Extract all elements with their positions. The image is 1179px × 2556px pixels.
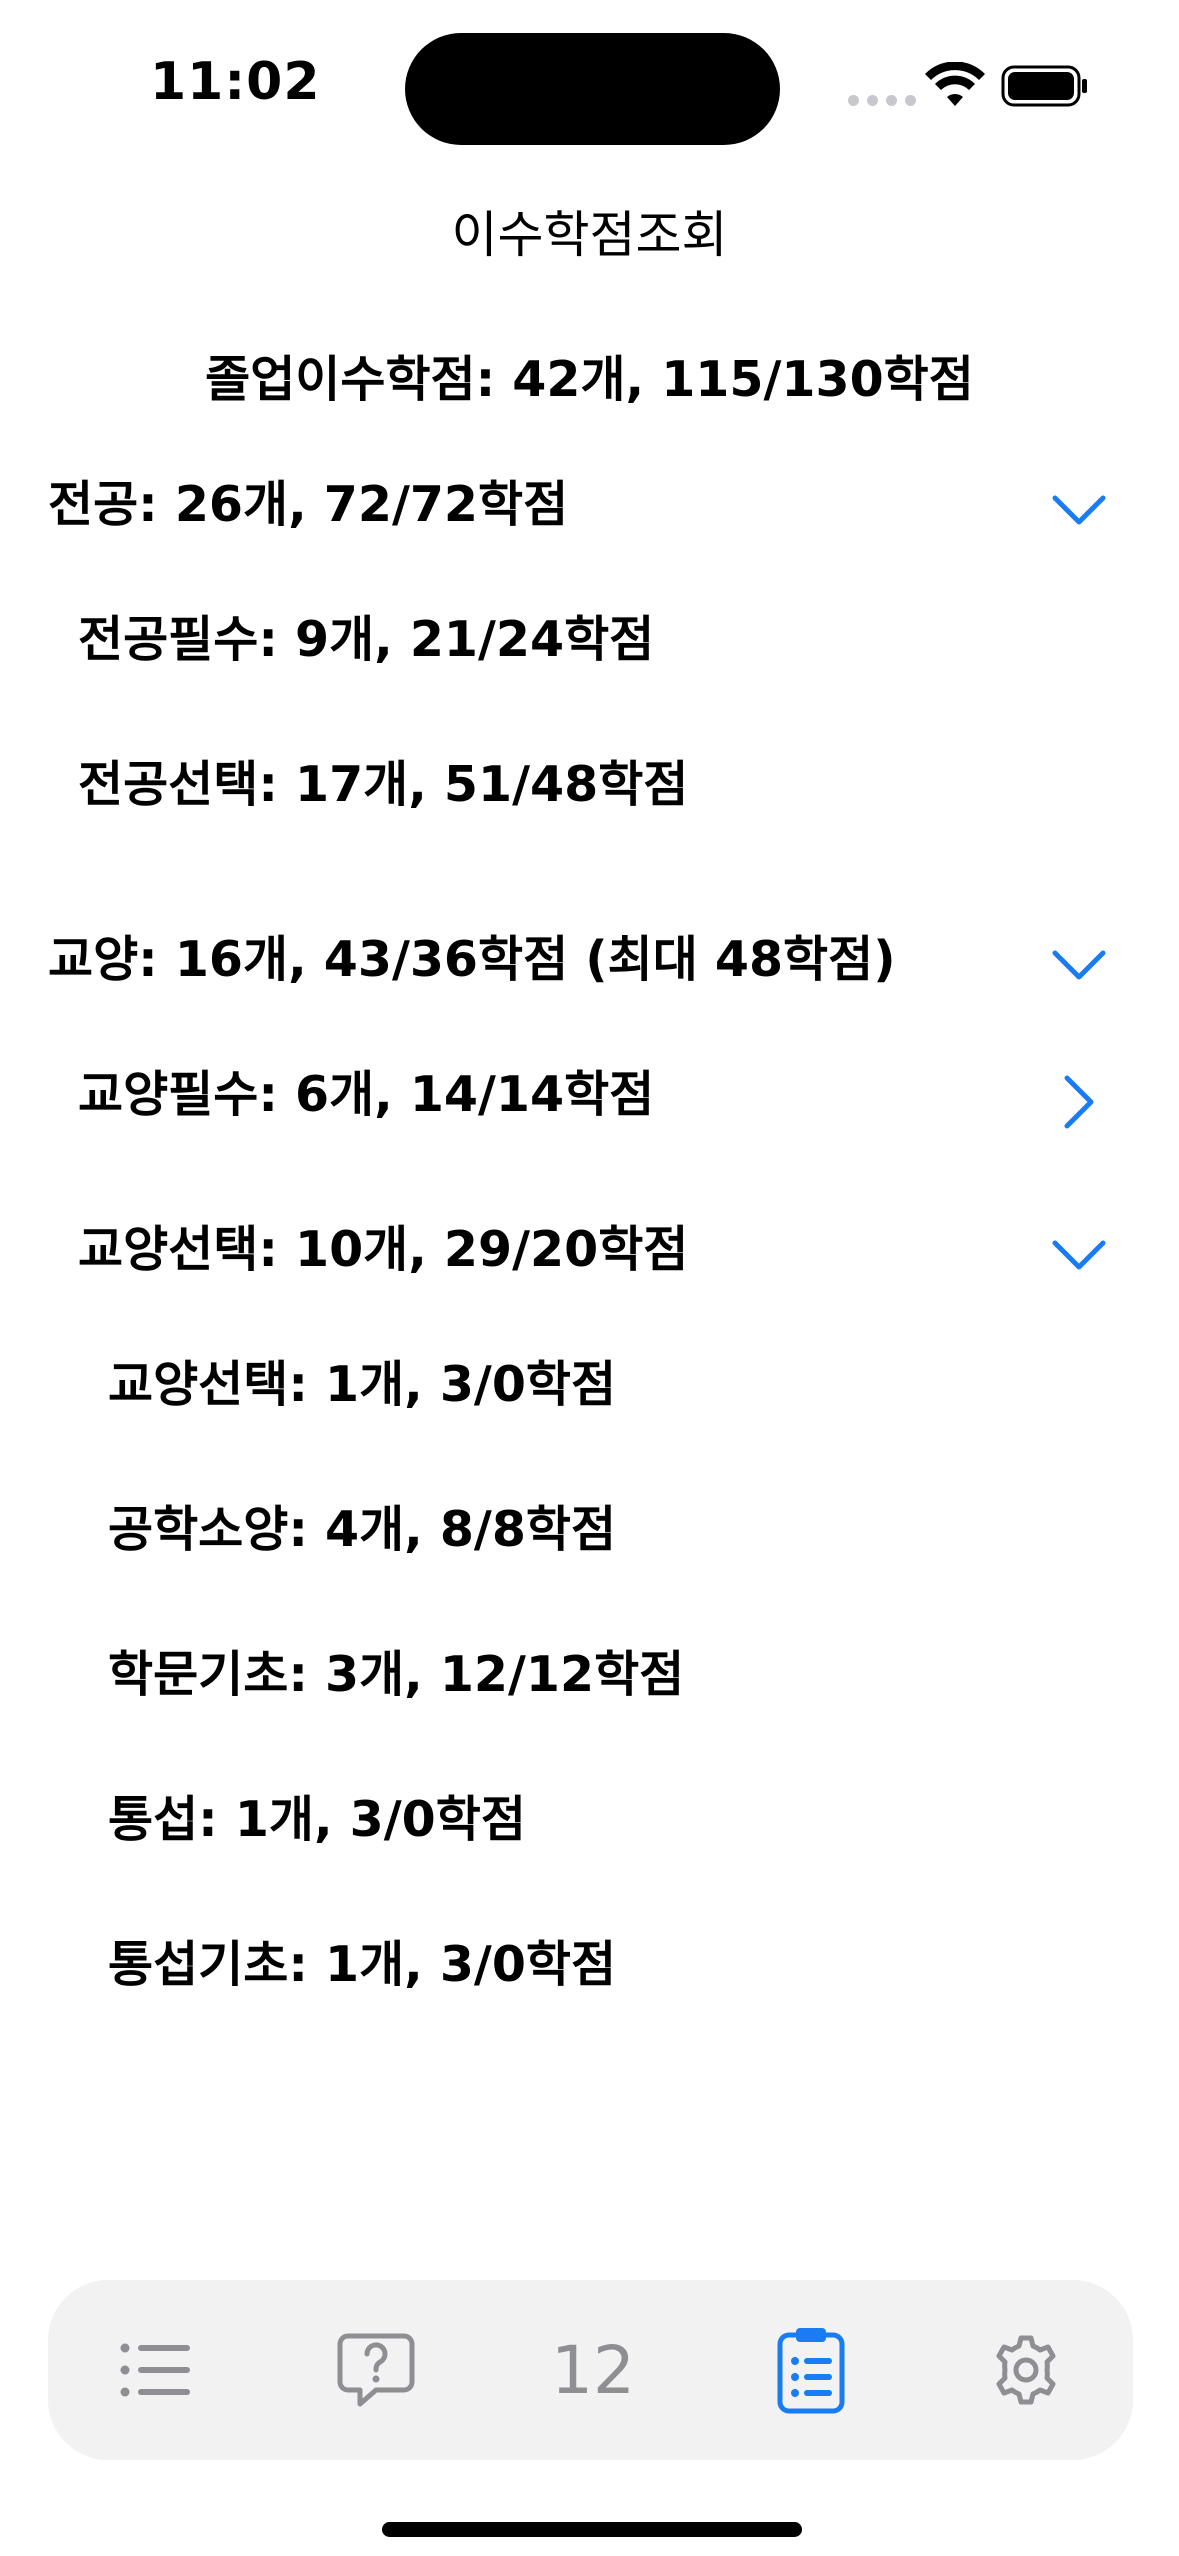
wifi-icon [925, 62, 985, 106]
list-item-engineering-literacy: 공학소양: 4개, 8/8학점 [108, 1501, 617, 1558]
subsection-liberal-elective[interactable]: 교양선택: 10개, 29/20학점 [78, 1221, 689, 1278]
section-major[interactable]: 전공: 26개, 72/72학점 [48, 476, 569, 533]
tab-credits[interactable] [741, 2280, 881, 2460]
page-title: 이수학점조회 [451, 206, 728, 264]
chevron-down-icon[interactable] [1049, 1225, 1109, 1285]
list-item-convergence: 통섭: 1개, 3/0학점 [108, 1791, 526, 1848]
tab-bar: 12 [48, 2280, 1133, 2460]
clipboard-list-icon [777, 2328, 845, 2414]
chevron-down-icon[interactable] [1049, 935, 1109, 995]
graduation-credit-summary: 졸업이수학점: 42개, 115/130학점 [205, 351, 974, 408]
tab-questions[interactable] [306, 2280, 446, 2460]
list-icon [120, 2343, 190, 2397]
home-indicator [382, 2522, 802, 2537]
list-item-major-elective: 전공선택: 17개, 51/48학점 [78, 756, 689, 813]
section-liberal[interactable]: 교양: 16개, 43/36학점 (최대 48학점) [48, 931, 896, 988]
list-item-elective-general: 교양선택: 1개, 3/0학점 [108, 1356, 617, 1413]
dynamic-island [405, 33, 780, 145]
cellular-signal-icon [848, 95, 916, 106]
tab-number[interactable]: 12 [523, 2280, 663, 2460]
list-item-major-required: 전공필수: 9개, 21/24학점 [78, 611, 655, 668]
chevron-right-icon[interactable] [1049, 1072, 1109, 1132]
battery-icon [1001, 65, 1087, 107]
status-time: 11:02 [150, 52, 321, 112]
tab-list[interactable] [86, 2280, 226, 2460]
tab-number-label: 12 [551, 2331, 635, 2409]
list-item-convergence-basics: 통섭기초: 1개, 3/0학점 [108, 1936, 617, 1993]
tab-settings[interactable] [956, 2280, 1096, 2460]
gear-icon [996, 2335, 1056, 2405]
question-bubble-icon [337, 2333, 415, 2407]
list-item-academic-basics: 학문기초: 3개, 12/12학점 [108, 1646, 685, 1703]
chevron-down-icon[interactable] [1049, 480, 1109, 540]
subsection-liberal-required[interactable]: 교양필수: 6개, 14/14학점 [78, 1066, 655, 1123]
